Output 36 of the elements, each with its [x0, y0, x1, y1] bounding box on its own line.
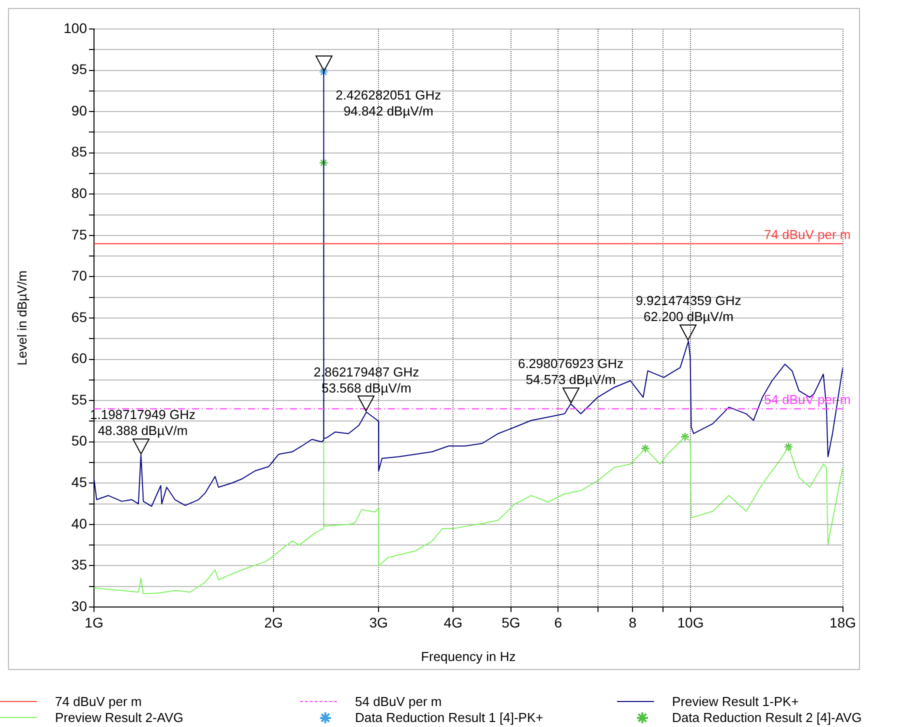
x-axis-title: Frequency in Hz	[421, 648, 516, 664]
y-tick-label: 50	[71, 432, 88, 449]
y-tick-label: 65	[71, 308, 88, 325]
y-tick-label: 75	[71, 226, 88, 242]
x-tick-label: 4G	[444, 614, 462, 630]
legend-label: Preview Result 1-PK+	[672, 694, 799, 709]
annotation: 2.426282051 GHz 94.842 dBµV/m	[336, 88, 442, 119]
legend-label: Preview Result 2-AVG	[55, 710, 184, 725]
y-tick-label: 30	[71, 598, 88, 614]
y-axis-title: Level in dBµV/m	[14, 270, 30, 366]
ref-line-label: 74 dBuV per m	[764, 226, 851, 242]
x-tick-label: 8	[628, 614, 637, 630]
y-tick-label: 45	[71, 474, 88, 490]
annotation: 9.921474359 GHz 62.200 dBµV/m	[636, 293, 742, 324]
y-tick-label: 60	[71, 350, 88, 366]
x-tick-label: 10G	[677, 614, 704, 630]
legend-label: Data Reduction Result 2 [4]-AVG	[672, 710, 862, 725]
x-tick-label: 3G	[369, 614, 388, 630]
x-tick-label: 1G	[84, 614, 104, 630]
text: 54 dBuV per m	[355, 694, 442, 709]
x-tick-label: 6	[554, 614, 562, 630]
y-tick-label: 80	[71, 185, 88, 201]
y-tick-label: 90	[71, 102, 88, 118]
y-tick-label: 70	[71, 268, 88, 284]
text: 74 dBuV per m	[55, 694, 142, 709]
y-tick-label: 35	[71, 556, 88, 573]
y-tick-label: 40	[71, 515, 88, 532]
y-tick-label: 55	[71, 391, 88, 408]
x-tick-label: 2G	[264, 614, 283, 630]
y-tick-label: 85	[71, 144, 88, 160]
x-tick-label: 18G	[830, 614, 856, 630]
legend-label: Data Reduction Result 1 [4]-PK+	[355, 710, 544, 725]
annotation: 6.298076923 GHz 54.573 dBµV/m	[518, 356, 624, 388]
x-tick-label: 5G	[502, 614, 520, 630]
y-tick-label: 100	[64, 20, 88, 36]
y-tick-label: 95	[71, 61, 88, 78]
